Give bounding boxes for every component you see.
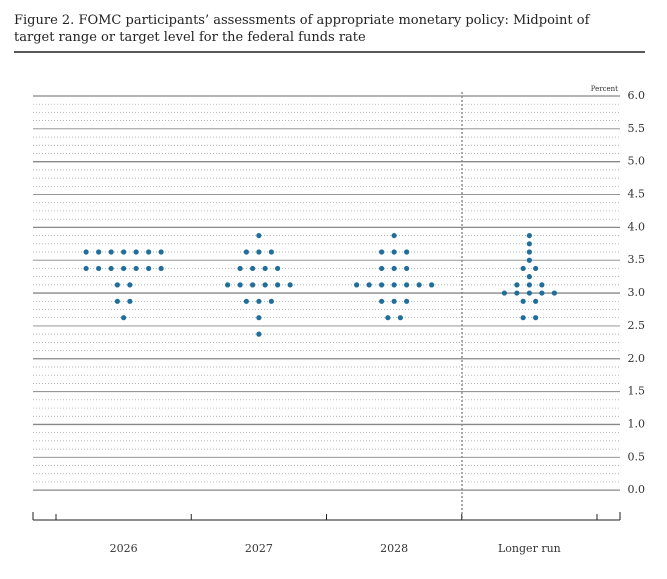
y-tick-label: 4.0: [628, 220, 646, 233]
dot: [256, 315, 262, 321]
dot: [514, 282, 520, 288]
y-tick-label: 3.5: [628, 253, 646, 266]
dot: [256, 331, 262, 337]
dot: [551, 290, 557, 296]
dot: [108, 265, 114, 272]
dot: [391, 249, 397, 255]
y-tick-label: 0.0: [628, 483, 646, 496]
dot: [379, 265, 385, 272]
dot: [539, 290, 545, 296]
dot: [404, 265, 410, 272]
dot: [287, 282, 293, 288]
dot: [275, 282, 281, 288]
dot: [158, 249, 164, 255]
y-axis-label: Percent: [591, 85, 618, 93]
dot: [526, 249, 532, 255]
dot: [96, 249, 102, 255]
dot: [520, 265, 526, 272]
dot: [121, 265, 127, 272]
y-tick-label: 2.0: [628, 352, 646, 365]
dot: [533, 315, 539, 321]
y-tick-label: 4.5: [628, 188, 646, 201]
dot: [237, 282, 243, 288]
dot: [275, 265, 281, 272]
y-tick-label: 1.5: [628, 385, 646, 398]
y-tick-label: 5.0: [628, 155, 646, 168]
dot: [121, 315, 127, 321]
dot: [526, 232, 532, 239]
chart-title: Figure 2. FOMC participants’ assessments…: [14, 13, 590, 45]
y-tick-label: 5.5: [628, 122, 646, 135]
dot: [404, 249, 410, 255]
y-tick-label: 6.0: [628, 89, 646, 102]
dot: [501, 290, 507, 296]
dot: [127, 298, 133, 304]
dot: [250, 265, 256, 272]
dot: [262, 282, 268, 288]
x-tick-label: Longer run: [498, 542, 561, 555]
dot: [114, 282, 120, 288]
dot: [391, 298, 397, 304]
dot: [514, 290, 520, 296]
x-tick-label: 2028: [380, 542, 408, 555]
y-tick-label: 2.5: [628, 319, 646, 332]
dot: [243, 249, 249, 255]
dot: [256, 232, 262, 239]
dot: [262, 265, 268, 272]
dot: [391, 282, 397, 288]
dot: [404, 282, 410, 288]
dot: [96, 265, 102, 272]
dot: [526, 290, 532, 296]
dot: [146, 249, 152, 255]
dot: [127, 282, 133, 288]
dot: [225, 282, 231, 288]
dot: [526, 257, 532, 263]
dot: [391, 265, 397, 272]
dot: [243, 298, 249, 304]
dot: [366, 282, 372, 288]
dot: [404, 298, 410, 304]
dot: [146, 265, 152, 272]
dot: [158, 265, 164, 272]
dot: [520, 298, 526, 304]
y-tick-label: 0.5: [628, 450, 646, 463]
dot: [83, 265, 89, 272]
dot: [256, 249, 262, 255]
dot: [416, 282, 422, 288]
dot: [520, 315, 526, 321]
dot: [533, 265, 539, 272]
dot: [133, 249, 139, 255]
dot: [539, 282, 545, 288]
y-tick-label: 3.0: [628, 286, 646, 299]
dot: [379, 298, 385, 304]
dot: [379, 249, 385, 255]
dot: [429, 282, 435, 288]
dot: [121, 249, 127, 255]
dot: [83, 249, 89, 255]
dot: [256, 298, 262, 304]
dot: [526, 241, 532, 247]
dot: [379, 282, 385, 288]
dot: [250, 282, 256, 288]
dot: [108, 249, 114, 255]
y-tick-label: 1.0: [628, 417, 646, 430]
dot: [397, 315, 403, 321]
dot: [526, 282, 532, 288]
dot: [114, 298, 120, 304]
dot: [533, 298, 539, 304]
dot: [133, 265, 139, 272]
dot: [268, 249, 274, 255]
dot: [354, 282, 360, 288]
x-tick-label: 2027: [245, 542, 273, 555]
dot: [237, 265, 243, 272]
dot: [391, 232, 397, 239]
dot: [526, 274, 532, 280]
dot: [268, 298, 274, 304]
x-tick-label: 2026: [110, 542, 138, 555]
dot: [385, 315, 391, 321]
